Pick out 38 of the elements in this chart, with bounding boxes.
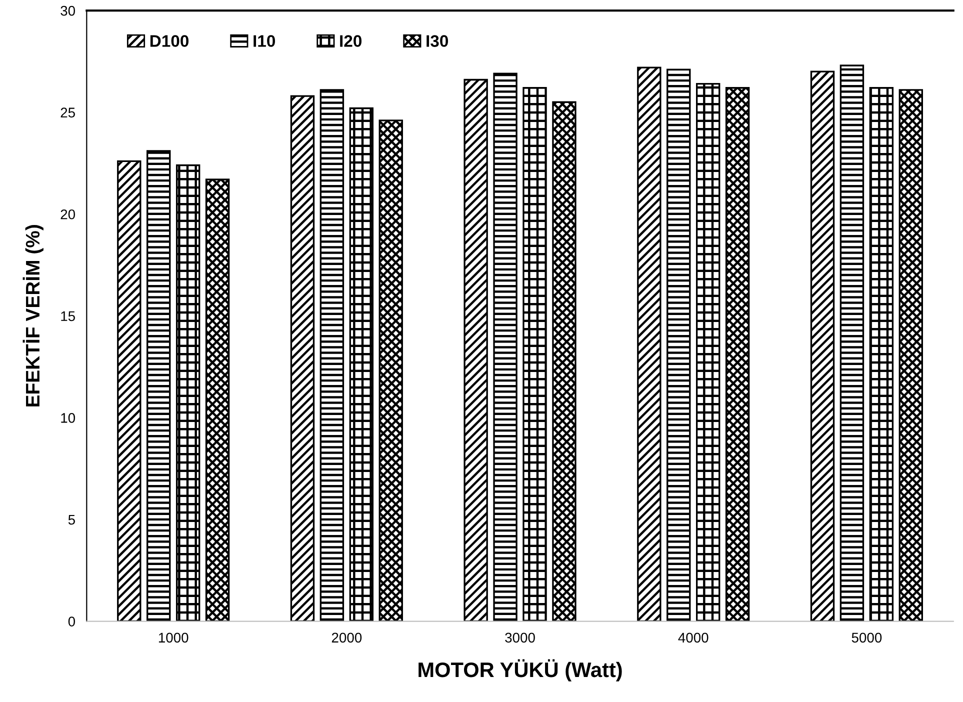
bar (522, 87, 547, 622)
bar (205, 178, 230, 622)
bar (725, 87, 750, 622)
bar (349, 107, 374, 622)
bar (493, 72, 518, 622)
bar (696, 82, 720, 622)
bar (666, 68, 691, 622)
bar (898, 89, 924, 622)
y-tick-label: 10 (61, 413, 76, 423)
bar (320, 89, 344, 622)
bar (869, 87, 894, 622)
bar (552, 101, 576, 622)
y-tick-label: 20 (60, 209, 76, 220)
y-tick-label: 5 (68, 514, 75, 525)
x-tick-label: 1000 (158, 632, 188, 643)
x-tick-label: 5000 (852, 632, 882, 643)
legend-label: I10 (254, 35, 275, 47)
y-tick-label: 30 (60, 6, 76, 16)
bar (810, 70, 835, 622)
bar (117, 160, 142, 622)
bar (637, 66, 662, 622)
bar (464, 78, 488, 622)
x-tick-label: 2000 (332, 632, 362, 643)
legend-label: D100 (150, 35, 188, 47)
legend-label: I30 (426, 35, 448, 47)
y-tick-label: 15 (61, 311, 75, 322)
x-axis-title: MOTOR YÜKÜ (Watt) (418, 659, 622, 682)
bar (840, 64, 864, 622)
bar (290, 95, 315, 622)
legend-label: I20 (340, 35, 362, 47)
y-tick-label: 0 (68, 616, 76, 626)
y-tick-label: 25 (60, 108, 75, 118)
bar (378, 120, 403, 622)
bar (146, 150, 171, 622)
y-axis-title: EFEKTİF VERİM (%) (22, 225, 44, 406)
x-tick-label: 4000 (678, 632, 708, 643)
x-tick-label: 3000 (505, 632, 535, 643)
bar (176, 164, 200, 622)
